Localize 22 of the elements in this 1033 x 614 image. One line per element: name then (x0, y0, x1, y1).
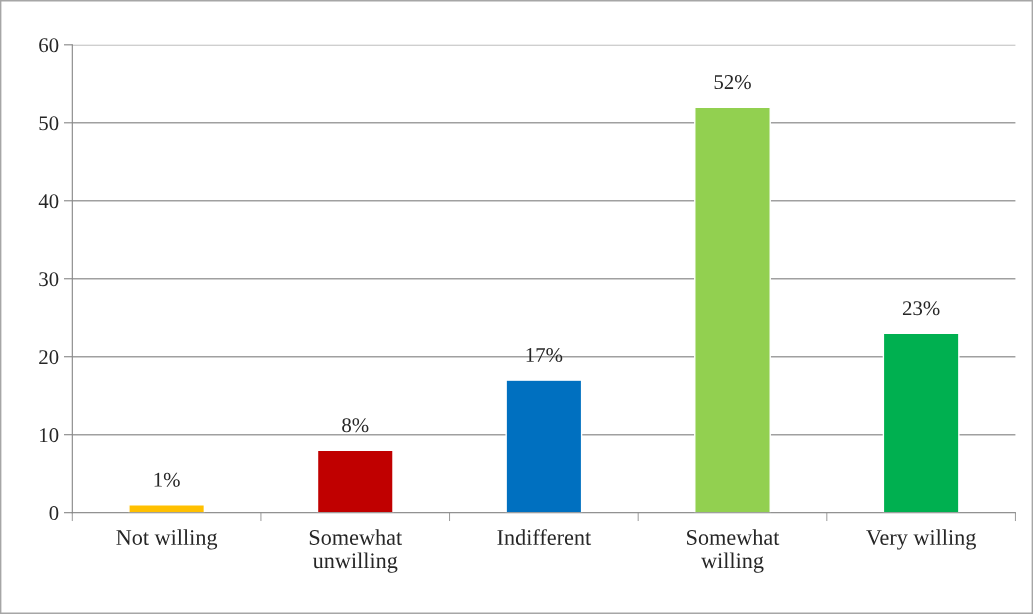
data-label: 17% (526, 347, 563, 363)
y-tick-label: 40 (38, 194, 59, 209)
data-label: 52% (714, 75, 751, 90)
data-label: 23% (902, 301, 940, 316)
bar (882, 332, 960, 513)
bar (694, 106, 771, 513)
x-tick-label: Indifferent (497, 529, 592, 545)
y-tick-label: 0 (49, 506, 59, 521)
x-tick-label: Very willing (866, 529, 976, 550)
bar (128, 504, 206, 513)
y-tick-label: 30 (39, 272, 59, 287)
y-tick-label: 60 (39, 38, 59, 53)
bar (505, 379, 583, 513)
y-tick-label: 10 (40, 428, 59, 443)
y-tick-label: 50 (39, 116, 59, 131)
data-label: 1% (154, 472, 180, 487)
x-tick-label: Somewhat willing (687, 529, 780, 573)
data-label: 8% (342, 418, 369, 433)
x-tick-label: Not willing (116, 529, 218, 550)
x-tick-label: Somewhat unwilling (309, 529, 403, 573)
bar (316, 449, 394, 513)
y-tick-label: 20 (39, 350, 59, 365)
